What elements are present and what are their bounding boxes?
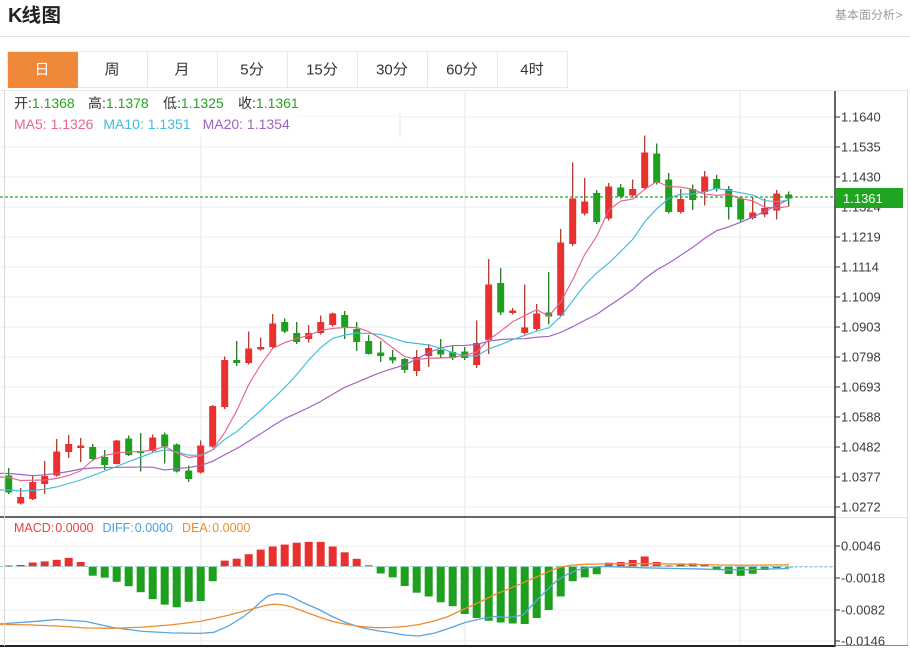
svg-text:1.1430: 1.1430 [841,170,881,185]
svg-text::1.1325: :1.1325 [177,95,224,111]
svg-text:1.1535: 1.1535 [841,140,881,155]
svg-text::1.1368: :1.1368 [28,95,75,111]
svg-text:-0.0146: -0.0146 [841,634,885,648]
svg-text::1.1378: :1.1378 [102,95,149,111]
svg-text:5: 5 [240,62,248,79]
svg-text:1.1640: 1.1640 [841,110,881,125]
svg-text:1.0482: 1.0482 [841,440,881,455]
svg-text::1.1361: :1.1361 [252,95,299,111]
svg-text:-0.0018: -0.0018 [841,571,885,586]
svg-text:1.1361: 1.1361 [843,191,883,206]
svg-text:1.1114: 1.1114 [841,260,879,275]
svg-text:1.0377: 1.0377 [841,470,881,485]
svg-text:1.0693: 1.0693 [841,380,881,395]
svg-text:30: 30 [376,62,393,79]
svg-text:1.1009: 1.1009 [841,290,881,305]
svg-text:1.0798: 1.0798 [841,350,881,365]
svg-text:1.0903: 1.0903 [841,320,881,335]
svg-text:K: K [8,5,23,27]
svg-text:0.0046: 0.0046 [841,539,881,554]
svg-text:4: 4 [520,62,528,79]
svg-text:>: > [896,8,903,22]
svg-text:60: 60 [446,62,463,79]
svg-text:1.0272: 1.0272 [841,500,881,515]
svg-text:1.0588: 1.0588 [841,410,881,425]
svg-text:1.1219: 1.1219 [841,230,881,245]
svg-text:15: 15 [306,62,323,79]
svg-text:-0.0082: -0.0082 [841,603,885,618]
